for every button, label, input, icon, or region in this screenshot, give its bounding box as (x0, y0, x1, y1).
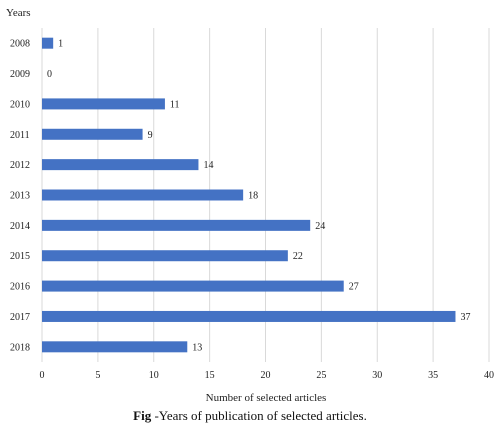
bar-2010 (42, 98, 165, 110)
y-tick-label: 2009 (10, 69, 30, 80)
data-label: 1 (58, 39, 63, 50)
data-label: 18 (248, 191, 258, 202)
bar-2016 (42, 280, 344, 292)
bar-2008 (42, 37, 54, 49)
figure-caption: Fig -Years of publication of selected ar… (0, 408, 500, 424)
y-tick-label: 2016 (10, 282, 30, 293)
data-label: 11 (170, 99, 180, 110)
data-label: 37 (460, 312, 470, 323)
data-label: 14 (203, 160, 213, 171)
bar-2013 (42, 189, 244, 201)
x-tick-label: 5 (95, 370, 100, 381)
bar-2017 (42, 310, 456, 322)
y-axis-title: Years (6, 7, 31, 19)
y-tick-label: 2010 (10, 99, 30, 110)
data-labels: 1 0 11 9 14 18 24 22 27 37 13 (47, 39, 470, 354)
caption-prefix: Fig (133, 408, 152, 423)
y-tick-label: 2012 (10, 160, 30, 171)
y-tick-label: 2015 (10, 251, 30, 262)
data-label: 0 (47, 69, 52, 80)
x-tick-label: 25 (316, 370, 326, 381)
bar-2018 (42, 341, 188, 353)
y-tick-label: 2014 (10, 221, 30, 232)
y-tick-label: 2017 (10, 312, 30, 323)
data-label: 24 (315, 221, 325, 232)
x-tick-label: 0 (40, 370, 45, 381)
y-tick-label: 2008 (10, 39, 30, 50)
x-tick-label: 10 (149, 370, 159, 381)
bar-2011 (42, 128, 143, 140)
gridlines (41, 28, 490, 362)
x-tick-label: 40 (484, 370, 494, 381)
y-tick-label: 2018 (10, 342, 30, 353)
data-label: 9 (148, 130, 153, 141)
bar-2015 (42, 250, 288, 262)
caption-text: -Years of publication of selected articl… (151, 408, 367, 423)
bar-2012 (42, 159, 199, 171)
x-tick-label: 35 (428, 370, 438, 381)
x-tick-label: 15 (205, 370, 215, 381)
bars (42, 37, 456, 353)
x-axis-ticks: 0 5 10 15 20 25 30 35 40 (40, 370, 495, 381)
data-label: 27 (349, 282, 359, 293)
data-label: 22 (293, 251, 303, 262)
y-axis-ticks: 2008 2009 2010 2011 2012 2013 2014 2015 2016 2017… (10, 39, 30, 354)
x-tick-label: 30 (372, 370, 382, 381)
y-tick-label: 2013 (10, 191, 30, 202)
y-tick-label: 2011 (10, 130, 30, 141)
x-tick-label: 20 (261, 370, 271, 381)
bar-2014 (42, 219, 311, 231)
x-axis-title: Number of selected articles (206, 392, 327, 404)
data-label: 13 (192, 342, 202, 353)
